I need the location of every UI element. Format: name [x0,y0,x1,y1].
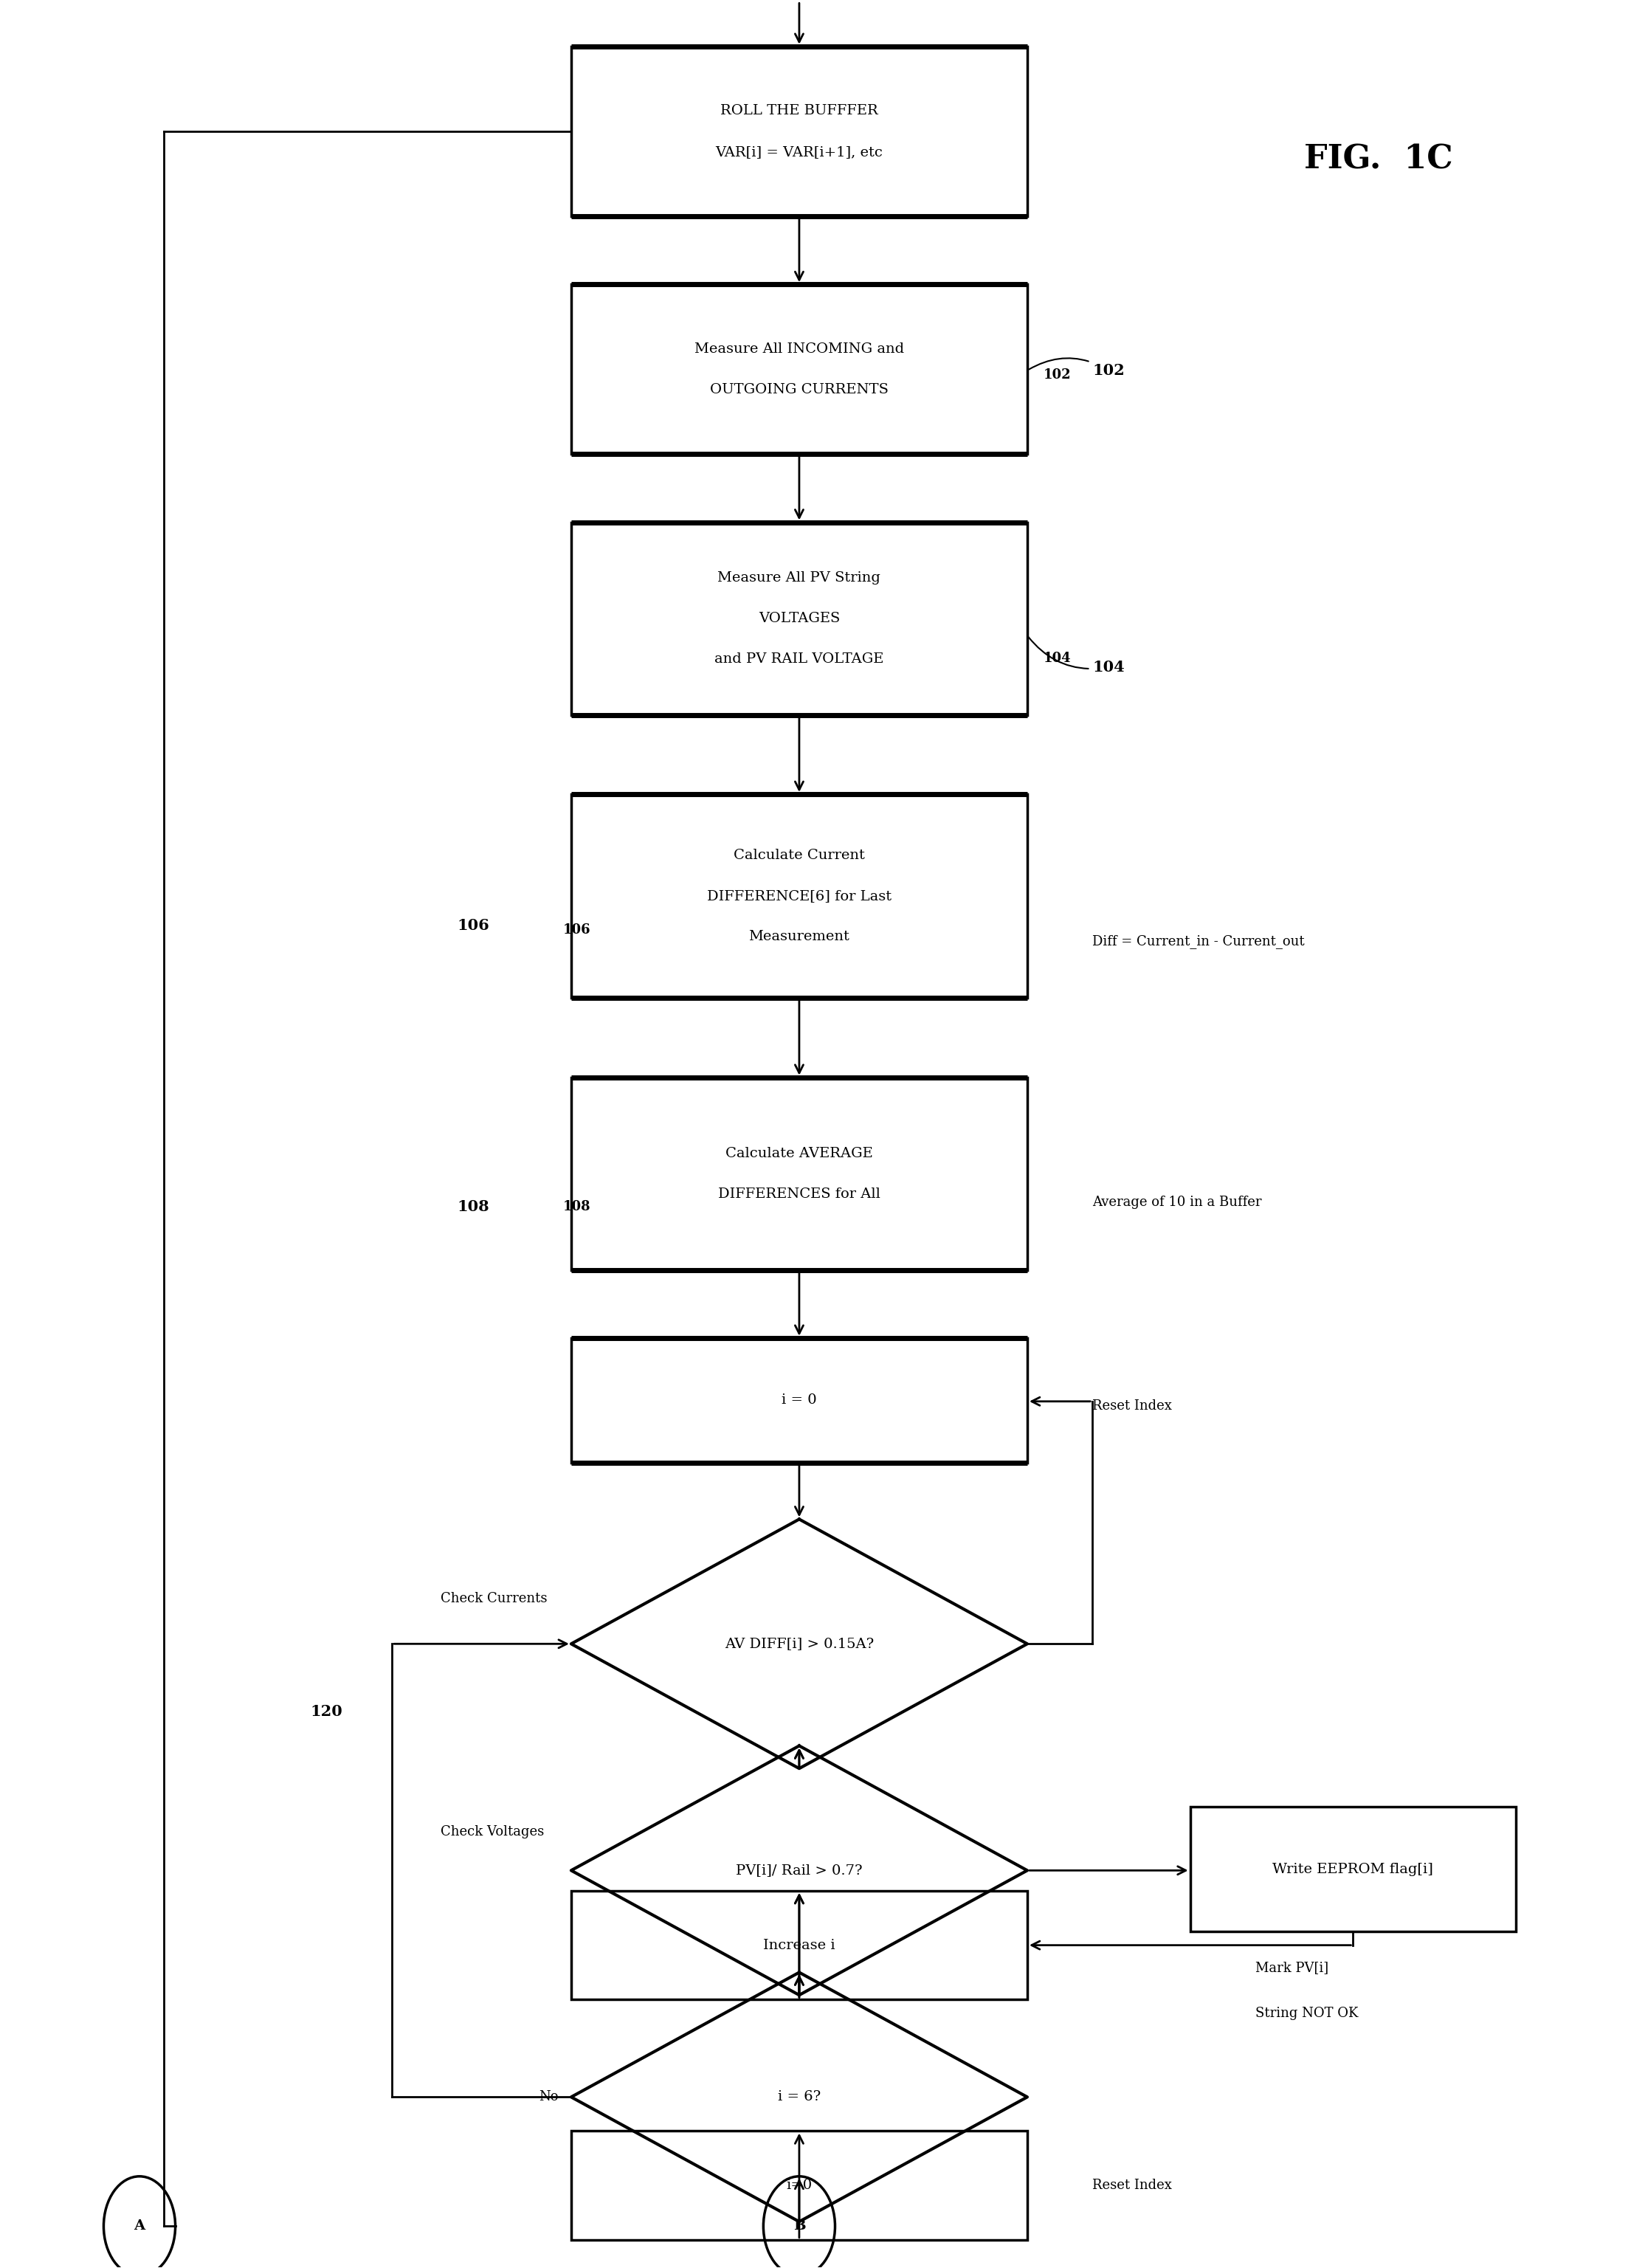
Text: 106: 106 [563,923,590,937]
Text: DIFFERENCE[6] for Last: DIFFERENCE[6] for Last [706,889,892,903]
Text: VOLTAGES: VOLTAGES [758,612,840,626]
Text: i=0: i=0 [786,2180,812,2193]
Text: 120: 120 [310,1706,343,1719]
Text: Average of 10 in a Buffer: Average of 10 in a Buffer [1093,1195,1262,1209]
FancyBboxPatch shape [571,2132,1028,2241]
FancyBboxPatch shape [571,794,1028,998]
Text: Measure All PV String: Measure All PV String [718,572,881,585]
Text: Check Voltages: Check Voltages [440,1826,545,1839]
Text: 104: 104 [1029,637,1125,674]
Text: Increase i: Increase i [763,1939,835,1953]
Text: B: B [793,2220,806,2232]
Text: 108: 108 [458,1200,489,1213]
Text: Measure All INCOMING and: Measure All INCOMING and [695,342,904,356]
Text: No: No [538,2091,558,2105]
Text: Diff = Current_in - Current_out: Diff = Current_in - Current_out [1093,934,1305,948]
Text: DIFFERENCES for All: DIFFERENCES for All [718,1188,881,1200]
Text: Write EEPROM flag[i]: Write EEPROM flag[i] [1272,1862,1434,1876]
Text: i = 6?: i = 6? [778,2091,820,2105]
Text: 102: 102 [1029,358,1125,379]
FancyBboxPatch shape [571,1077,1028,1270]
Text: Calculate AVERAGE: Calculate AVERAGE [726,1148,873,1159]
Text: 108: 108 [563,1200,590,1213]
FancyBboxPatch shape [571,284,1028,454]
Text: Reset Index: Reset Index [1093,2180,1173,2193]
Text: 106: 106 [457,919,489,932]
Text: Mark PV[i]: Mark PV[i] [1256,1962,1329,1975]
Text: ROLL THE BUFFFER: ROLL THE BUFFFER [721,104,877,118]
Text: i = 0: i = 0 [781,1393,817,1406]
FancyBboxPatch shape [571,1338,1028,1463]
Text: VAR[i] = VAR[i+1], etc: VAR[i] = VAR[i+1], etc [716,145,882,159]
Text: A: A [134,2220,145,2232]
Text: FIG.  1C: FIG. 1C [1305,143,1453,175]
FancyBboxPatch shape [1191,1808,1515,1932]
Text: String NOT OK: String NOT OK [1256,2007,1359,2021]
Text: 102: 102 [1044,367,1072,381]
Text: AV DIFF[i] > 0.15A?: AV DIFF[i] > 0.15A? [724,1637,874,1651]
Text: PV[i]/ Rail > 0.7?: PV[i]/ Rail > 0.7? [736,1864,863,1878]
Text: OUTGOING CURRENTS: OUTGOING CURRENTS [709,383,889,397]
Text: Calculate Current: Calculate Current [734,848,864,862]
FancyBboxPatch shape [571,522,1028,714]
Text: Reset Index: Reset Index [1093,1399,1173,1413]
FancyBboxPatch shape [571,1892,1028,2000]
Text: Check Currents: Check Currents [440,1592,548,1606]
Text: and PV RAIL VOLTAGE: and PV RAIL VOLTAGE [714,653,884,667]
Text: 104: 104 [1044,651,1072,665]
FancyBboxPatch shape [571,45,1028,215]
Text: Measurement: Measurement [749,930,850,943]
